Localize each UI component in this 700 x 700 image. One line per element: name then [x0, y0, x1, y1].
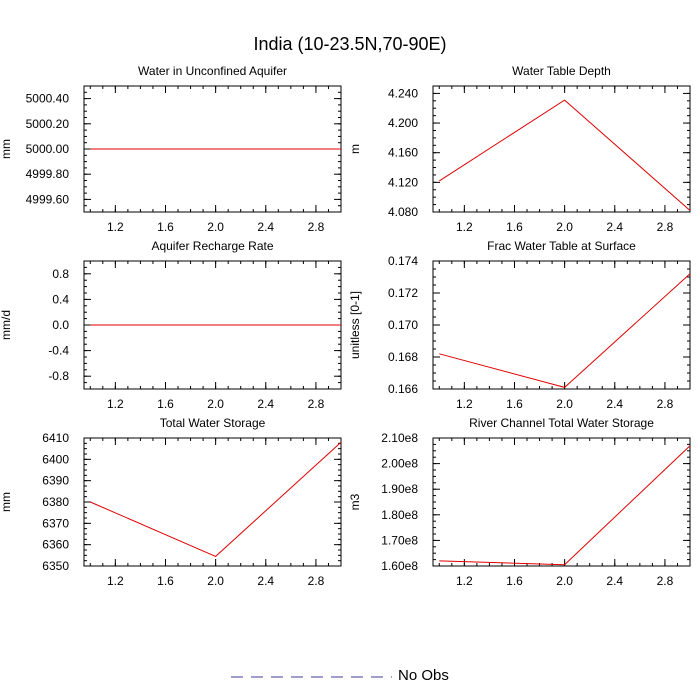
y-tick-label: -0.4 — [48, 344, 69, 358]
y-axis-label: mm/d — [0, 310, 13, 340]
y-tick-label: 0.4 — [52, 292, 69, 306]
x-tick-label: 2.4 — [606, 574, 623, 588]
y-tick-label: 0.0 — [52, 318, 69, 332]
y-tick-label: 4.120 — [388, 175, 418, 189]
y-tick-label: 0.172 — [388, 286, 418, 300]
series-line-1850-139 — [439, 99, 691, 211]
x-tick-label: 1.6 — [506, 397, 523, 411]
y-tick-label: 6410 — [42, 431, 69, 445]
x-tick-label: 2.0 — [207, 220, 224, 234]
y-tick-label: 6350 — [42, 559, 69, 573]
y-tick-label: 4999.60 — [26, 192, 70, 206]
x-tick-label: 2.0 — [207, 574, 224, 588]
x-tick-label: 2.8 — [308, 220, 325, 234]
y-tick-label: 4.240 — [388, 86, 418, 100]
x-tick-label: 2.4 — [257, 574, 274, 588]
x-tick-label: 1.2 — [107, 397, 124, 411]
y-tick-label: 6390 — [42, 474, 69, 488]
y-tick-label: 1.60e8 — [381, 559, 418, 573]
y-tick-label: 0.166 — [388, 382, 418, 396]
y-tick-label: 5000.20 — [26, 117, 70, 131]
y-tick-label: 4.080 — [388, 205, 418, 219]
panel-title: Water in Unconfined Aquifer — [138, 64, 287, 78]
x-tick-label: 2.4 — [257, 220, 274, 234]
x-tick-label: 1.6 — [506, 574, 523, 588]
y-tick-label: 1.70e8 — [381, 533, 418, 547]
plot-frame — [432, 437, 691, 567]
panel-title: Aquifer Recharge Rate — [151, 239, 273, 253]
plot-frame — [432, 260, 691, 390]
y-tick-label: 4999.80 — [26, 167, 70, 181]
series-line-1850-139 — [439, 273, 691, 388]
y-tick-label: 2.10e8 — [381, 431, 418, 445]
plot-frame — [432, 85, 691, 213]
x-tick-label: 2.0 — [556, 220, 573, 234]
y-axis-label: mm — [0, 492, 13, 512]
x-tick-label: 1.2 — [456, 220, 473, 234]
panel-title: River Channel Total Water Storage — [469, 416, 654, 430]
x-tick-label: 1.6 — [157, 220, 174, 234]
legend-label-no-obs: No Obs — [398, 667, 449, 684]
y-tick-label: 4.200 — [388, 116, 418, 130]
x-tick-label: 1.6 — [506, 220, 523, 234]
y-tick-label: 5000.00 — [26, 142, 70, 156]
x-tick-label: 2.4 — [606, 220, 623, 234]
x-tick-label: 2.0 — [556, 397, 573, 411]
figure-title: India (10-23.5N,70-90E) — [253, 34, 447, 54]
x-tick-label: 1.6 — [157, 574, 174, 588]
series-line-1850-139 — [90, 441, 342, 557]
series-line-1850-139 — [439, 445, 691, 566]
y-tick-label: 6370 — [42, 516, 69, 530]
x-tick-label: 2.4 — [257, 397, 274, 411]
y-tick-label: 6360 — [42, 538, 69, 552]
y-tick-label: 1.80e8 — [381, 508, 418, 522]
x-tick-label: 1.2 — [456, 574, 473, 588]
y-axis-label: m — [348, 144, 362, 154]
x-tick-label: 2.0 — [556, 574, 573, 588]
y-tick-label: 4.160 — [388, 146, 418, 160]
panel-title: Frac Water Table at Surface — [487, 239, 636, 253]
x-tick-label: 1.2 — [107, 220, 124, 234]
x-tick-label: 2.8 — [308, 397, 325, 411]
x-tick-label: 1.2 — [456, 397, 473, 411]
y-tick-label: 1.90e8 — [381, 482, 418, 496]
y-tick-label: 2.00e8 — [381, 457, 418, 471]
plot-frame — [83, 437, 342, 567]
x-tick-label: 2.8 — [657, 574, 674, 588]
y-tick-label: -0.8 — [48, 369, 69, 383]
y-axis-label: mm — [0, 139, 13, 159]
panel-title: Water Table Depth — [512, 64, 611, 78]
y-tick-label: 6400 — [42, 452, 69, 466]
y-axis-label: m3 — [348, 493, 362, 510]
y-axis-label: unitless [0-1] — [348, 291, 362, 359]
x-tick-label: 2.0 — [207, 397, 224, 411]
y-tick-label: 0.174 — [388, 254, 418, 268]
x-tick-label: 2.4 — [606, 397, 623, 411]
x-tick-label: 2.8 — [308, 574, 325, 588]
x-tick-label: 2.8 — [657, 397, 674, 411]
x-tick-label: 2.8 — [657, 220, 674, 234]
panel-title: Total Water Storage — [160, 416, 266, 430]
y-tick-label: 6380 — [42, 495, 69, 509]
y-tick-label: 0.168 — [388, 350, 418, 364]
y-tick-label: 0.8 — [52, 267, 69, 281]
y-tick-label: 0.170 — [388, 318, 418, 332]
y-tick-label: 5000.40 — [26, 92, 70, 106]
x-tick-label: 1.6 — [157, 397, 174, 411]
x-tick-label: 1.2 — [107, 574, 124, 588]
